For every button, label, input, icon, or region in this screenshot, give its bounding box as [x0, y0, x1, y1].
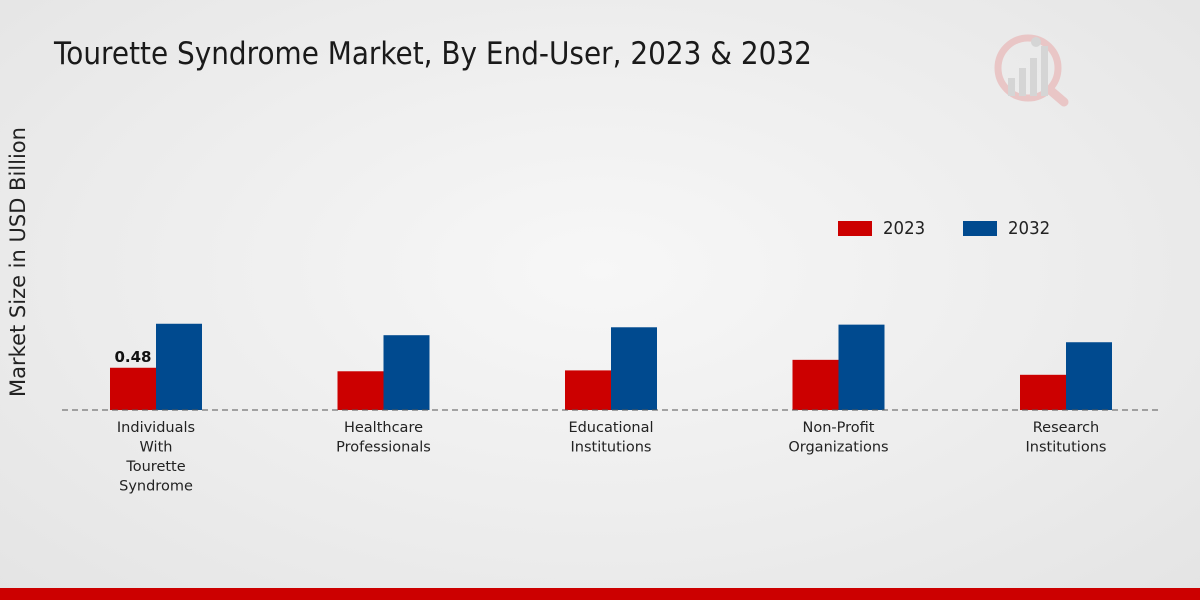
bar-2032-3	[611, 327, 657, 410]
bar-2032-1	[156, 323, 202, 410]
x-tick-label-1-line-2: With	[140, 440, 173, 456]
bar-2023-1	[110, 367, 156, 410]
bar-2023-3	[565, 370, 611, 410]
x-tick-label-1-line-1: Individuals	[117, 420, 195, 436]
chart-title: Tourette Syndrome Market, By End-User, 2…	[54, 36, 812, 72]
x-tick-label-3-line-2: Institutions	[571, 440, 652, 456]
legend-item-2032: 2032	[962, 218, 1054, 239]
data-label-1: 0.48	[114, 348, 151, 366]
bar-2023-5	[1020, 374, 1066, 410]
bar-2032-5	[1066, 342, 1112, 410]
brand-logo-icon	[994, 34, 1069, 107]
legend: 2023 2032	[838, 218, 1088, 239]
x-tick-label-2-line-1: Healthcare	[344, 420, 423, 436]
x-tick-label-1-line-4: Syndrome	[119, 479, 193, 495]
x-tick-label-5-line-1: Research	[1033, 420, 1100, 436]
legend-swatch-2023	[838, 221, 872, 236]
x-tick-label-5-line-2: Institutions	[1026, 440, 1107, 456]
bar-2032-4	[838, 324, 885, 410]
x-tick-label-4-line-2: Organizations	[788, 440, 888, 456]
x-tick-label-3-line-1: Educational	[568, 420, 653, 436]
bar-2032-2	[383, 335, 430, 410]
legend-label-2032: 2032	[1007, 218, 1050, 239]
brand-bottom-bar	[0, 588, 1200, 600]
bar-2023-4	[792, 359, 839, 410]
legend-item-2023: 2023	[838, 218, 929, 239]
legend-swatch-2032	[962, 221, 997, 236]
x-tick-label-2-line-2: Professionals	[336, 440, 431, 456]
x-tick-label-1-line-3: Tourette	[125, 459, 185, 475]
legend-label-2023: 2023	[883, 218, 926, 239]
x-tick-label-4-line-1: Non-Profit	[803, 420, 875, 436]
bar-2023-2	[337, 371, 384, 410]
